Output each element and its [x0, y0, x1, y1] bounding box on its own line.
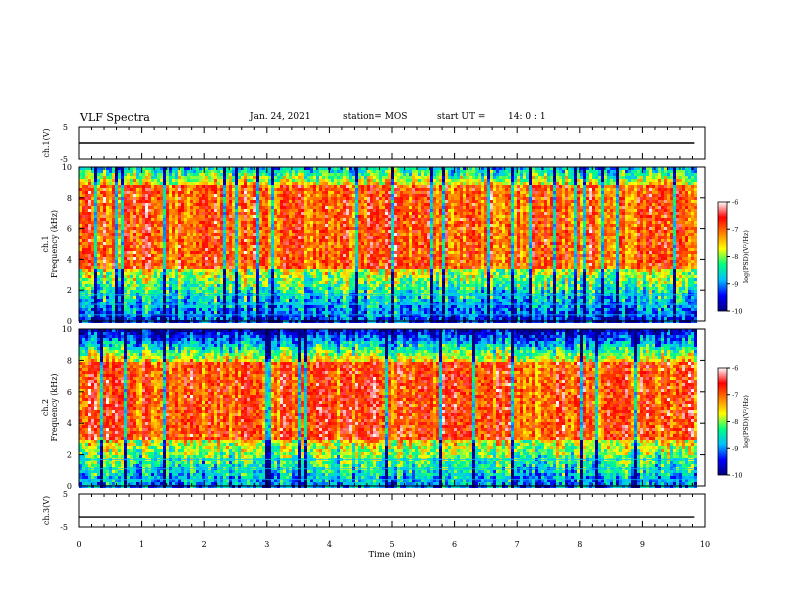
- colorbar-tick-label: -10: [732, 308, 742, 316]
- x-tick-label: 3: [264, 540, 269, 549]
- x-tick-label: 10: [700, 540, 710, 549]
- ch2-spectrogram: [79, 329, 697, 488]
- colorbar-tick-label: -6: [732, 365, 738, 373]
- colorbar-tick-label: -9: [732, 280, 738, 288]
- colorbar-tick-label: -7: [732, 391, 738, 399]
- colorbar-tick-label: -8: [732, 418, 738, 426]
- x-tick-label: 2: [202, 540, 207, 549]
- y-tick-label: 6: [67, 388, 72, 397]
- y-tick-label: 0: [67, 482, 72, 491]
- y-tick-label: 10: [62, 325, 72, 334]
- ch1-spectrogram: [79, 167, 697, 323]
- x-tick-label: 4: [327, 540, 332, 549]
- y-tick-label: 8: [67, 194, 72, 203]
- ch1-ylabel: ch.1(V): [42, 128, 51, 157]
- colorbar-label: log(PSD)(V²/Hz): [742, 395, 750, 448]
- y-tick-label: 2: [67, 451, 72, 460]
- y-tick-label: 4: [67, 255, 72, 264]
- x-tick-label: 8: [577, 540, 582, 549]
- x-axis-label: Time (min): [368, 549, 415, 560]
- ch3-ylabel: ch.3(V): [42, 496, 51, 525]
- colorbar: [718, 368, 727, 475]
- x-tick-label: 7: [515, 540, 520, 549]
- channel-label: ch.1: [41, 235, 50, 252]
- colorbar-tick-label: -10: [732, 472, 742, 480]
- y-tick-label: 5: [63, 490, 68, 499]
- y-tick-label: 8: [67, 356, 72, 365]
- colorbar-tick-label: -7: [732, 226, 738, 234]
- colorbar-tick-label: -6: [732, 199, 738, 207]
- colorbar-tick-label: -9: [732, 445, 738, 453]
- y-tick-label: 4: [67, 419, 72, 428]
- x-tick-label: 1: [139, 540, 144, 549]
- x-tick-label: 5: [389, 540, 394, 549]
- y-tick-label: 2: [67, 286, 72, 295]
- x-tick-label: 9: [640, 540, 645, 549]
- frequency-axis-label: Frequency (kHz): [50, 210, 59, 278]
- x-tick-label: 6: [452, 540, 457, 549]
- colorbar-label: log(PSD)(V²/Hz): [742, 230, 750, 283]
- channel-label: ch.2: [41, 399, 50, 416]
- colorbar-tick-label: -8: [732, 253, 738, 261]
- y-tick-label: 5: [63, 123, 68, 132]
- vlf-spectra-figure: 5-5ch.1(V)5-5ch.3(V)0246810ch.1 Frequency…: [0, 0, 792, 612]
- y-tick-label: 6: [67, 225, 72, 234]
- frequency-axis-label: Frequency (kHz): [50, 373, 59, 441]
- x-tick-label: 0: [76, 540, 81, 549]
- y-tick-label: -5: [60, 523, 68, 532]
- colorbar: [718, 202, 727, 311]
- y-tick-label: 10: [62, 163, 72, 172]
